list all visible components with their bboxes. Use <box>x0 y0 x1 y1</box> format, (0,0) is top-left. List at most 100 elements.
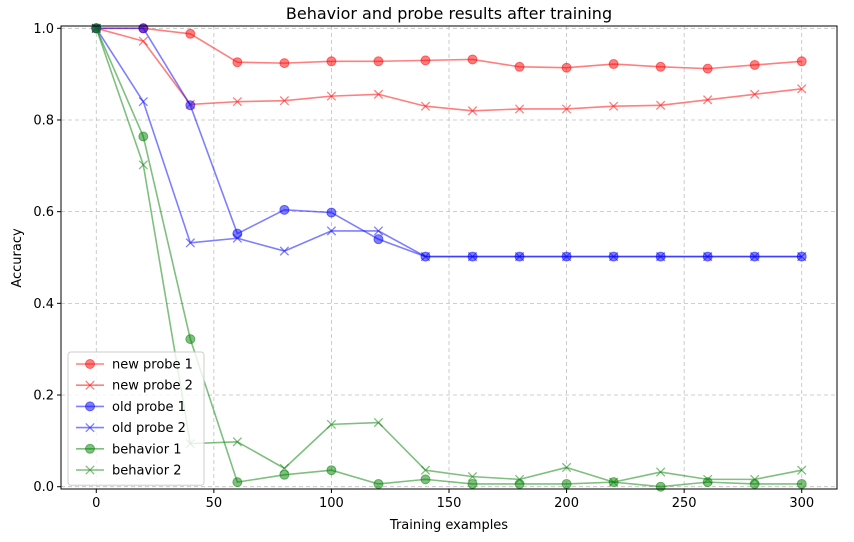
data-point <box>279 58 290 69</box>
y-tick-label: 0.2 <box>33 389 54 404</box>
legend: new probe 1 new probe 2 old probe 1 old pro… <box>67 351 205 486</box>
data-point <box>703 474 713 485</box>
data-point <box>185 238 195 248</box>
data-point <box>232 437 243 447</box>
data-point <box>326 226 337 236</box>
data-point <box>467 54 478 65</box>
data-point <box>326 419 337 430</box>
data-point <box>138 131 149 142</box>
x-tick-label: 250 <box>672 496 697 511</box>
legend-item: behavior 2 <box>76 464 181 479</box>
x-tick-label: 0 <box>92 496 100 511</box>
data-point <box>561 104 572 114</box>
data-point <box>185 28 196 39</box>
data-point <box>91 23 101 33</box>
data-point <box>655 61 666 72</box>
data-point <box>279 204 290 215</box>
chart-title: Behavior and probe results after trainin… <box>286 4 612 23</box>
data-point <box>185 100 196 111</box>
data-point <box>420 465 431 475</box>
data-point <box>467 251 478 262</box>
data-point <box>561 62 572 73</box>
series-line <box>95 27 802 258</box>
legend-item: new probe 2 <box>76 379 193 394</box>
x-tick-label: 150 <box>437 496 462 511</box>
data-point <box>561 478 572 489</box>
legend-swatch-marker <box>85 401 95 412</box>
data-point <box>749 59 760 70</box>
data-point <box>702 63 713 74</box>
series-behavior-2 <box>91 23 807 487</box>
data-point <box>279 246 290 256</box>
data-point <box>373 478 384 489</box>
data-point <box>514 251 525 262</box>
legend-swatch-marker <box>85 380 95 390</box>
data-point <box>326 56 337 67</box>
data-point <box>373 226 384 236</box>
data-point <box>561 462 572 473</box>
y-tick-label: 0.8 <box>33 113 54 128</box>
data-point <box>749 478 760 489</box>
data-point <box>373 417 384 428</box>
series-line <box>95 28 802 483</box>
legend-label: new probe 1 <box>112 358 193 373</box>
data-point <box>608 59 619 70</box>
data-point <box>796 478 807 489</box>
data-point <box>232 228 243 239</box>
legend-swatch-marker <box>85 465 95 475</box>
data-point <box>420 251 431 262</box>
data-point <box>703 95 713 105</box>
data-point <box>797 84 807 94</box>
data-point <box>703 251 713 262</box>
data-point <box>750 251 760 262</box>
x-tick-label: 100 <box>319 496 344 511</box>
legend-item: new probe 1 <box>76 358 193 373</box>
data-point <box>138 36 148 46</box>
legend-item: old probe 2 <box>76 421 186 436</box>
x-tick-label: 300 <box>789 496 814 511</box>
data-point <box>561 251 572 262</box>
data-point <box>420 101 431 111</box>
data-point <box>279 469 290 480</box>
legend-label: old probe 1 <box>112 400 186 415</box>
data-point <box>373 89 384 99</box>
series-line <box>96 27 802 70</box>
data-point <box>138 23 149 34</box>
data-point <box>185 334 196 345</box>
legend-label: old probe 2 <box>112 421 186 436</box>
legend-swatch-marker <box>85 422 95 433</box>
legend-item: old probe 1 <box>76 400 186 415</box>
data-point <box>750 89 760 99</box>
data-point <box>138 160 148 170</box>
data-point <box>608 101 619 111</box>
data-point <box>420 55 431 66</box>
data-point <box>467 478 478 489</box>
data-point <box>655 251 666 262</box>
data-point <box>608 477 619 487</box>
data-point <box>467 106 478 116</box>
data-point <box>373 56 384 67</box>
y-tick-label: 0.6 <box>33 205 54 220</box>
data-point <box>420 474 431 485</box>
legend-item: behavior 1 <box>76 442 181 457</box>
data-point <box>655 481 666 492</box>
data-point <box>655 467 666 477</box>
data-point <box>750 474 760 485</box>
x-axis-label: Training examples <box>389 518 508 533</box>
data-point <box>514 478 525 489</box>
legend-label: new probe 2 <box>112 379 193 394</box>
y-axis-label: Accuracy <box>10 228 25 288</box>
data-point <box>232 96 243 107</box>
y-tick-label: 0.0 <box>33 480 54 495</box>
y-tick-label: 0.4 <box>33 297 54 312</box>
data-point <box>797 251 807 262</box>
data-point <box>797 465 807 475</box>
series-line <box>95 27 802 488</box>
x-tick-label: 50 <box>206 496 223 511</box>
legend-label: behavior 1 <box>112 442 181 457</box>
data-point <box>373 234 384 245</box>
data-point <box>608 251 619 262</box>
data-point <box>796 56 807 67</box>
